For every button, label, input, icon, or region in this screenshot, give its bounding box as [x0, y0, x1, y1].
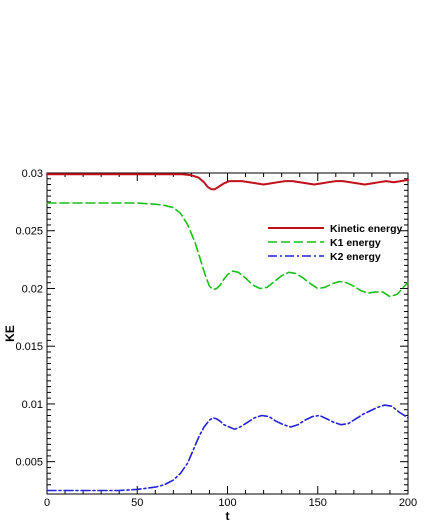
legend: Kinetic energy K1 energy K2 energy — [268, 223, 403, 263]
series-line-kinetic-energy — [46, 173, 409, 191]
series-layer — [46, 173, 409, 492]
y-axis-title: KE — [3, 325, 17, 342]
x-tick-label: 100 — [218, 497, 236, 509]
y-tick-label: 0.02 — [22, 283, 43, 295]
y-tick-label: 0.025 — [15, 226, 43, 238]
x-tick-label: 200 — [399, 497, 417, 509]
plot-frame — [46, 172, 409, 495]
series-line-k2-energy — [46, 404, 409, 492]
plot-area — [46, 172, 409, 495]
series-line-k1-energy — [46, 202, 409, 298]
y-tick-label: 0.03 — [22, 168, 43, 180]
y-tick-label: 0.015 — [15, 341, 43, 353]
x-axis: 0 50 100 150 200 — [44, 173, 417, 509]
legend-label: Kinetic energy — [330, 223, 403, 235]
x-axis-title: t — [226, 509, 230, 523]
x-tick-label: 150 — [309, 497, 327, 509]
y-tick-label: 0.01 — [22, 399, 43, 411]
y-axis: 0.005 0.01 0.015 0.02 0.025 0.03 — [15, 168, 408, 492]
x-tick-label: 50 — [131, 497, 143, 509]
legend-label: K1 energy — [330, 237, 381, 249]
y-tick-label: 0.005 — [15, 457, 43, 469]
legend-label: K2 energy — [330, 251, 381, 263]
x-tick-label: 0 — [44, 497, 50, 509]
